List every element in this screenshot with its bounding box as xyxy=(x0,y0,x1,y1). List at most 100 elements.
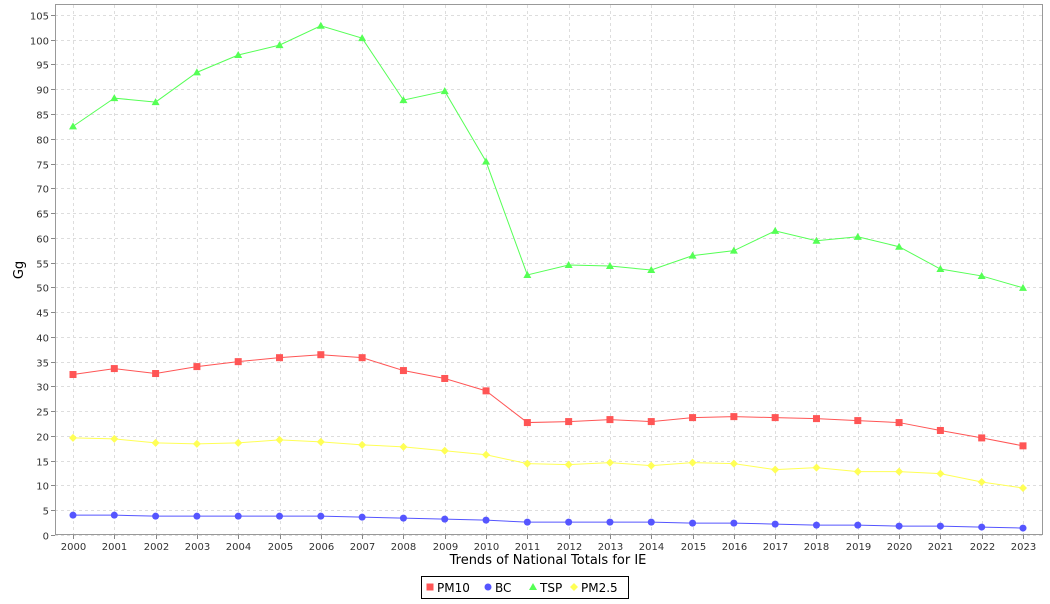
x-tick-label: 2019 xyxy=(846,542,871,553)
data-point xyxy=(192,439,201,448)
data-point xyxy=(482,387,490,395)
data-point xyxy=(110,434,119,443)
data-point xyxy=(316,437,325,446)
x-tick-label: 2010 xyxy=(474,542,499,553)
data-point xyxy=(193,512,201,520)
data-point xyxy=(978,434,986,442)
data-point xyxy=(605,262,614,270)
y-tick-label: 0 xyxy=(43,532,49,543)
data-point xyxy=(895,522,903,530)
y-tick-label: 50 xyxy=(36,284,49,295)
y-tick-label: 95 xyxy=(36,61,49,72)
y-tick-label: 80 xyxy=(36,136,49,147)
x-tick-label: 2011 xyxy=(515,542,540,553)
data-point xyxy=(853,232,862,240)
series-line xyxy=(72,437,1024,489)
y-tick-label: 25 xyxy=(36,408,49,419)
data-point xyxy=(399,514,407,522)
data-point xyxy=(440,446,449,455)
data-point xyxy=(565,518,573,526)
data-point xyxy=(771,465,780,474)
data-point xyxy=(523,419,531,427)
data-point xyxy=(729,246,738,254)
legend-marker-bc xyxy=(484,583,492,591)
data-point xyxy=(192,68,201,76)
y-tick-label: 55 xyxy=(36,260,49,271)
data-point xyxy=(399,367,407,375)
data-point xyxy=(564,261,573,269)
data-point xyxy=(399,442,408,451)
y-tick-label: 45 xyxy=(36,309,49,320)
x-axis: 2000 2001 2002 2003 2004 2005 2006 2007 2008 2009… xyxy=(61,535,1036,553)
data-point xyxy=(482,157,491,165)
data-point xyxy=(771,520,779,528)
legend-box xyxy=(421,576,629,599)
series-group xyxy=(69,21,1027,532)
data-point xyxy=(853,467,862,476)
data-point xyxy=(688,251,697,259)
y-tick-label: 70 xyxy=(36,185,49,196)
data-point xyxy=(812,236,821,244)
y-tick-label: 85 xyxy=(36,111,49,122)
series-bc xyxy=(69,511,1027,532)
x-tick-label: 2013 xyxy=(598,542,623,553)
data-point xyxy=(647,518,655,526)
y-axis-label: Gg xyxy=(12,261,27,279)
grid xyxy=(55,5,1042,536)
x-tick-label: 2018 xyxy=(804,542,829,553)
x-tick-label: 2000 xyxy=(61,542,86,553)
data-point xyxy=(854,417,862,425)
data-point xyxy=(689,519,697,527)
x-tick-label: 2022 xyxy=(970,542,995,553)
data-point xyxy=(69,371,77,379)
data-point xyxy=(358,513,366,521)
legend-marker-tsp xyxy=(529,583,537,590)
data-point xyxy=(936,522,944,530)
data-point xyxy=(358,354,366,362)
legend-label: PM10 xyxy=(437,581,470,595)
data-point xyxy=(151,438,160,447)
data-point xyxy=(482,450,491,459)
data-point xyxy=(647,266,656,273)
data-point xyxy=(523,518,531,526)
x-tick-label: 2016 xyxy=(722,542,747,553)
data-point xyxy=(110,365,118,373)
data-point xyxy=(234,438,243,447)
y-tick-label: 40 xyxy=(36,334,49,345)
data-point xyxy=(193,363,201,371)
data-point xyxy=(399,96,408,104)
data-point xyxy=(234,358,242,366)
data-point xyxy=(605,458,614,467)
data-point xyxy=(854,521,862,529)
legend-marker-pm25 xyxy=(570,583,578,591)
y-tick-label: 20 xyxy=(36,433,49,444)
x-tick-label: 2005 xyxy=(268,542,293,553)
data-point xyxy=(234,512,242,520)
y-tick-label: 65 xyxy=(36,210,49,221)
data-point xyxy=(689,414,697,422)
data-point xyxy=(110,94,119,102)
data-point xyxy=(895,242,904,250)
data-point xyxy=(317,351,325,359)
data-point xyxy=(1019,283,1027,291)
y-tick-label: 105 xyxy=(30,12,49,23)
x-tick-label: 2017 xyxy=(763,542,788,553)
data-point xyxy=(234,51,243,59)
data-point xyxy=(936,469,945,478)
data-point xyxy=(688,458,697,467)
data-point xyxy=(523,270,532,278)
y-tick-label: 15 xyxy=(36,458,49,469)
data-point xyxy=(565,418,573,426)
x-tick-label: 2001 xyxy=(102,542,127,553)
series-line xyxy=(72,354,1024,447)
data-point xyxy=(647,461,656,470)
data-point xyxy=(152,512,160,520)
x-tick-label: 2012 xyxy=(557,542,582,553)
data-point xyxy=(771,226,780,234)
y-tick-label: 30 xyxy=(36,383,49,394)
data-point xyxy=(358,440,367,449)
x-tick-label: 2021 xyxy=(928,542,953,553)
y-tick-label: 60 xyxy=(36,235,49,246)
data-point xyxy=(316,21,325,29)
